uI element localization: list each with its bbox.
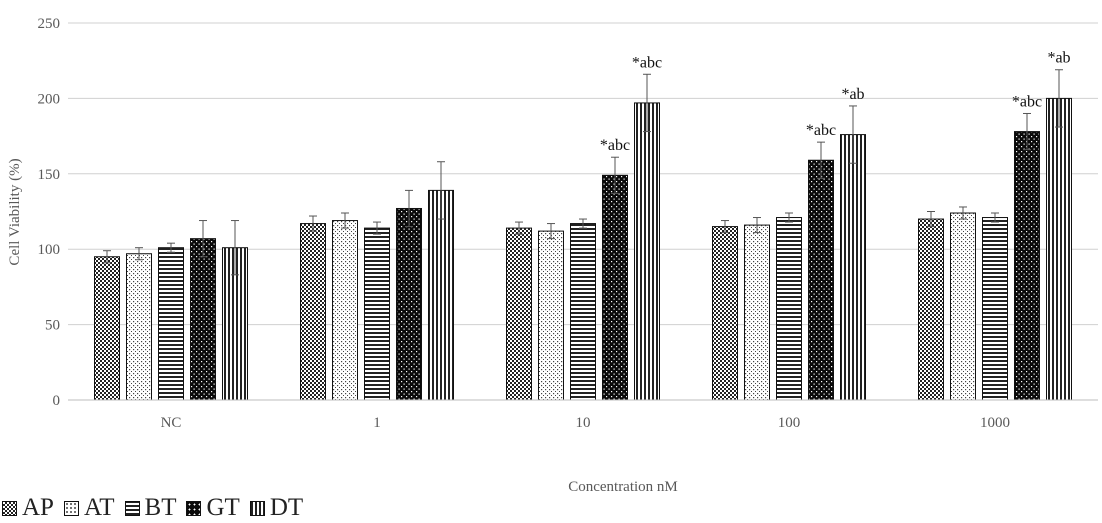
error-bar xyxy=(611,156,619,194)
legend-label: GT xyxy=(206,494,240,521)
legend-item-bt: BT xyxy=(124,494,177,522)
bar-bt-nc xyxy=(158,247,184,401)
legend-item-ap: AP xyxy=(2,494,54,522)
error-bar xyxy=(199,220,207,258)
error-bar xyxy=(817,141,825,179)
legend-swatch xyxy=(2,500,17,516)
legend-item-dt: DT xyxy=(249,494,304,522)
x-tick-label: 10 xyxy=(576,415,591,431)
bar-dt-1 xyxy=(428,189,454,401)
bar-at-1000 xyxy=(950,212,976,401)
bar-bt-1000 xyxy=(982,217,1008,401)
bar-gt-nc xyxy=(190,238,216,401)
legend-label: AP xyxy=(22,494,54,521)
legend-swatch xyxy=(249,500,265,516)
bar-bt-10 xyxy=(570,223,596,401)
y-tick-label: 0 xyxy=(53,393,61,409)
error-bar xyxy=(959,206,967,220)
error-bar xyxy=(405,189,413,228)
legend-swatch xyxy=(124,500,140,516)
bar-at-nc xyxy=(126,253,152,401)
significance-label: *ab xyxy=(841,86,864,103)
error-bar xyxy=(341,212,349,229)
bar-dt-10 xyxy=(634,102,660,401)
error-bar xyxy=(135,247,143,261)
error-bar xyxy=(1023,112,1031,151)
error-bar xyxy=(373,221,381,235)
legend-swatch xyxy=(63,500,79,516)
bar-bt-100 xyxy=(776,217,802,401)
y-tick-label: 100 xyxy=(38,242,61,258)
significance-label: *abc xyxy=(600,137,630,154)
bars xyxy=(94,97,1072,401)
y-tick-labels: 0 50 100 150 200 250 xyxy=(38,16,61,409)
x-tick-labels: NC 1 10 100 1000 xyxy=(161,415,1010,431)
x-tick-label: 1000 xyxy=(980,415,1010,431)
error-bar xyxy=(927,211,935,228)
legend-label: BT xyxy=(144,494,177,521)
y-axis-label: Cell Viability (%) xyxy=(7,158,23,265)
legend: AP AT BT GT DT xyxy=(2,493,313,523)
legend-item-gt: GT xyxy=(186,494,240,522)
significance-annotations: *abc *abc *abc *ab *abc *ab xyxy=(600,50,1071,154)
error-bar xyxy=(991,212,999,223)
error-bar xyxy=(1055,69,1063,128)
bar-dt-100 xyxy=(840,134,866,401)
bar-dt-1000 xyxy=(1046,97,1072,401)
bar-ap-1 xyxy=(300,223,326,401)
bar-ap-100 xyxy=(712,226,738,401)
error-bar xyxy=(721,220,729,234)
bar-ap-10 xyxy=(506,227,532,401)
bar-gt-10 xyxy=(602,174,628,401)
legend-label: DT xyxy=(269,494,304,521)
bar-ap-nc xyxy=(94,256,120,401)
x-axis-label: Concentration nM xyxy=(568,479,678,495)
y-tick-label: 200 xyxy=(38,91,61,107)
bar-gt-1 xyxy=(396,207,422,401)
bar-gt-100 xyxy=(808,159,834,401)
bar-at-1 xyxy=(332,220,358,401)
bar-ap-1000 xyxy=(918,218,944,401)
y-tick-label: 250 xyxy=(38,16,61,32)
error-bar xyxy=(231,220,239,276)
bar-bt-1 xyxy=(364,227,390,401)
x-tick-label: NC xyxy=(161,415,182,431)
error-bar xyxy=(437,161,445,220)
error-bar xyxy=(167,242,175,253)
y-tick-label: 50 xyxy=(45,318,60,334)
significance-label: *ab xyxy=(1047,50,1070,67)
error-bar xyxy=(547,223,555,240)
error-bar xyxy=(643,73,651,133)
bar-at-10 xyxy=(538,230,564,401)
error-bar xyxy=(579,218,587,229)
significance-label: *abc xyxy=(806,122,836,139)
y-tick-label: 150 xyxy=(38,167,61,183)
error-bar xyxy=(515,221,523,235)
error-bar xyxy=(849,105,857,164)
error-bar xyxy=(753,217,761,234)
x-tick-label: 100 xyxy=(778,415,801,431)
legend-item-at: AT xyxy=(63,494,115,522)
bar-gt-1000 xyxy=(1014,131,1040,401)
error-bars xyxy=(103,69,1063,276)
error-bar xyxy=(309,215,317,232)
legend-swatch xyxy=(186,500,202,516)
legend-label: AT xyxy=(83,494,115,521)
x-tick-label: 1 xyxy=(373,415,381,431)
error-bar xyxy=(785,212,793,223)
significance-label: *abc xyxy=(1012,93,1042,110)
significance-label: *abc xyxy=(632,54,662,71)
error-bar xyxy=(103,250,111,264)
bar-at-100 xyxy=(744,224,770,401)
